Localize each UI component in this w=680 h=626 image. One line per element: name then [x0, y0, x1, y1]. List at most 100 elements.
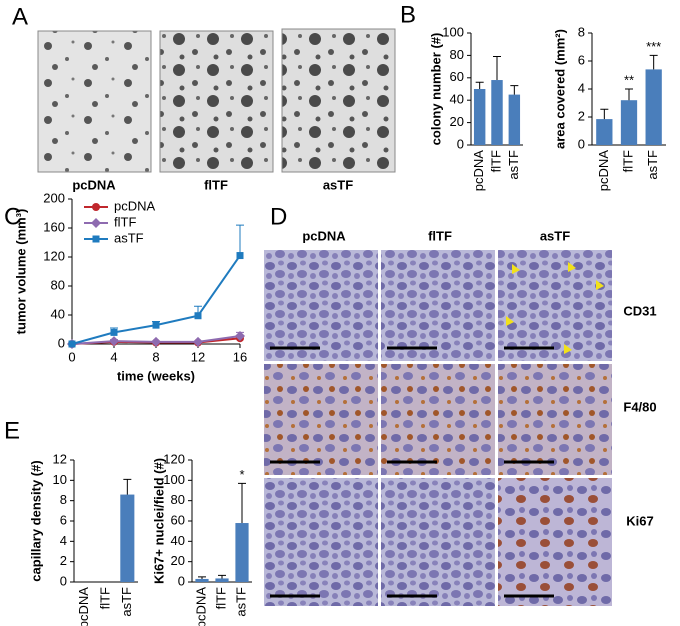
error-bar	[475, 81, 484, 89]
error-bar	[198, 576, 206, 579]
y-tick-label: 8	[578, 24, 585, 39]
y-axis-label: Ki67+ nuclei/field (#)	[151, 458, 166, 584]
y-tick-label: 120	[43, 248, 65, 263]
y-axis-label: tumor volume (mm³)	[13, 209, 28, 335]
x-tick-label: pcDNA	[596, 150, 611, 192]
marker	[193, 336, 203, 347]
bar	[620, 100, 638, 145]
significance: **	[624, 72, 634, 87]
marker	[110, 328, 118, 336]
y-tick-label: 40	[171, 533, 185, 548]
error-bar	[493, 56, 501, 81]
marker	[194, 312, 202, 320]
y-tick-label: 10	[53, 472, 67, 487]
marker	[236, 252, 244, 260]
colony-image	[159, 30, 274, 173]
x-tick-label: flTF	[488, 150, 503, 172]
y-tick-label: 80	[171, 492, 185, 507]
y-axis-label: capillary density (#)	[28, 460, 43, 581]
x-tick-label: flTF	[213, 587, 228, 609]
x-tick-label: asTF	[506, 150, 521, 180]
panel-a-images	[37, 28, 396, 173]
panel-label: B	[400, 1, 416, 28]
y-tick-label: 2	[60, 553, 67, 568]
x-tick-label: 4	[110, 349, 117, 364]
y-tick-label: 4	[60, 533, 67, 548]
x-tick-label: flTF	[97, 587, 112, 609]
y-tick-label: 6	[60, 512, 67, 527]
y-tick-label: 100	[442, 24, 464, 39]
bar	[508, 94, 521, 145]
y-tick-label: 60	[450, 69, 464, 84]
y-tick-label: 200	[43, 190, 65, 205]
y-axis-label: area covered (mm²)	[552, 29, 567, 149]
significance: ***	[646, 39, 661, 54]
y-tick-label: 20	[171, 553, 185, 568]
image-label: pcDNA	[72, 177, 116, 192]
y-tick-label: 12	[53, 451, 67, 466]
bar	[645, 69, 662, 145]
bar	[120, 494, 135, 582]
y-tick-label: 0	[58, 335, 65, 350]
y-tick-label: 4	[578, 80, 585, 95]
x-tick-label: 0	[68, 349, 75, 364]
error-bar	[218, 574, 226, 579]
marker	[91, 218, 101, 228]
y-tick-label: 40	[450, 92, 464, 107]
y-tick-label: 80	[51, 277, 65, 292]
y-tick-label: 0	[457, 136, 464, 151]
x-tick-label: asTF	[119, 587, 134, 617]
x-tick-label: 12	[191, 349, 205, 364]
panel-d-images	[264, 250, 612, 606]
legend-label: asTF	[114, 230, 144, 245]
bar	[473, 89, 486, 145]
error-bar	[600, 108, 609, 120]
image-label: flTF	[204, 177, 228, 192]
significance: *	[239, 467, 244, 482]
panel-label: E	[4, 417, 20, 444]
marker	[92, 235, 100, 243]
tissue-image	[264, 478, 378, 606]
y-tick-label: 0	[578, 136, 585, 151]
y-tick-label: 0	[60, 573, 67, 588]
y-tick-label: 60	[171, 512, 185, 527]
y-tick-label: 20	[450, 114, 464, 129]
tissue-image	[381, 478, 495, 606]
y-tick-label: 100	[163, 472, 185, 487]
colony-image	[281, 28, 396, 173]
x-tick-label: 16	[233, 349, 247, 364]
error-bar	[649, 54, 658, 70]
y-tick-label: 2	[578, 108, 585, 123]
marker	[152, 321, 160, 329]
tissue-image	[381, 250, 495, 361]
marker	[68, 340, 76, 348]
error-bar	[123, 478, 132, 495]
y-tick-label: 120	[163, 451, 185, 466]
bar	[195, 578, 209, 582]
tissue-image	[264, 250, 378, 361]
image-label: asTF	[323, 177, 353, 192]
y-axis-label: colony number (#)	[428, 33, 443, 146]
x-tick-label: 8	[152, 349, 159, 364]
tissue-image	[498, 478, 612, 606]
legend-label: flTF	[114, 214, 136, 229]
tissue-image	[381, 364, 495, 475]
x-axis-label: time (weeks)	[117, 368, 195, 383]
row-label: Ki67	[626, 513, 653, 528]
error-bar	[238, 482, 246, 524]
marker	[235, 331, 245, 342]
row-label: CD31	[623, 303, 656, 318]
scale-bars	[270, 346, 554, 598]
bar	[491, 80, 503, 145]
y-tick-label: 160	[43, 219, 65, 234]
x-tick-label: asTF	[645, 150, 660, 180]
x-tick-label: pcDNA	[76, 587, 91, 626]
arrowheads	[506, 262, 604, 354]
tissue-image	[498, 364, 612, 475]
y-tick-label: 0	[178, 573, 185, 588]
row-label: F4/80	[623, 399, 656, 414]
x-tick-label: asTF	[233, 587, 248, 617]
panel-label: C	[4, 203, 21, 230]
y-tick-label: 80	[450, 47, 464, 62]
